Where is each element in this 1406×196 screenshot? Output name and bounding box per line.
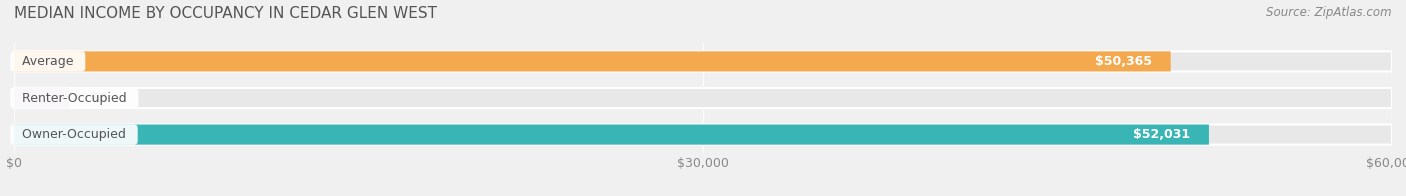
FancyBboxPatch shape bbox=[14, 88, 1392, 108]
FancyBboxPatch shape bbox=[14, 51, 1171, 72]
Text: MEDIAN INCOME BY OCCUPANCY IN CEDAR GLEN WEST: MEDIAN INCOME BY OCCUPANCY IN CEDAR GLEN… bbox=[14, 6, 437, 21]
Text: $0: $0 bbox=[90, 92, 107, 104]
Text: Owner-Occupied: Owner-Occupied bbox=[14, 128, 134, 141]
Text: Source: ZipAtlas.com: Source: ZipAtlas.com bbox=[1267, 6, 1392, 19]
Text: Average: Average bbox=[14, 55, 82, 68]
Text: $52,031: $52,031 bbox=[1133, 128, 1191, 141]
FancyBboxPatch shape bbox=[14, 88, 69, 108]
Text: Renter-Occupied: Renter-Occupied bbox=[14, 92, 135, 104]
FancyBboxPatch shape bbox=[14, 51, 1392, 72]
FancyBboxPatch shape bbox=[14, 124, 1209, 145]
Text: $50,365: $50,365 bbox=[1095, 55, 1153, 68]
FancyBboxPatch shape bbox=[14, 124, 1392, 145]
